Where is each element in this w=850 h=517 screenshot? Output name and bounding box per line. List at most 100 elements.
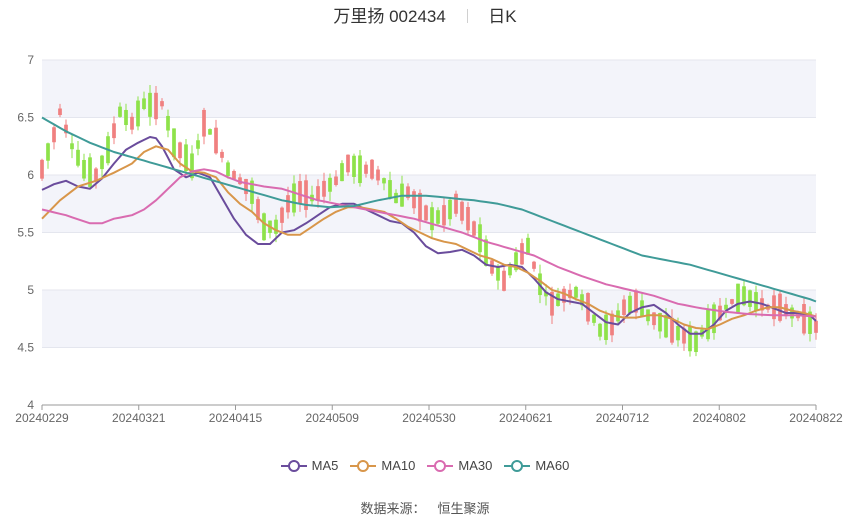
candle-body: [598, 323, 602, 337]
period-label: 日K: [488, 7, 517, 26]
candle-body: [736, 283, 740, 314]
candle-body: [52, 127, 56, 143]
candle-body: [520, 243, 524, 265]
y-tick-label: 4: [27, 398, 34, 412]
candle-body: [40, 159, 44, 179]
candle-body: [448, 199, 452, 220]
candle-body: [562, 288, 566, 303]
candle-body: [550, 291, 554, 316]
candle-body: [814, 320, 818, 333]
x-tick-label: 20240321: [112, 411, 166, 425]
legend-label: MA5: [311, 458, 339, 473]
candle-body: [634, 290, 638, 313]
x-tick-label: 20240712: [596, 411, 650, 425]
candle-body: [592, 314, 596, 323]
candle-body: [388, 180, 392, 199]
legend-item-ma60[interactable]: MA60: [504, 458, 569, 473]
candle-body: [214, 127, 218, 154]
y-tick-label: 5: [27, 283, 34, 297]
candle-body: [112, 123, 116, 139]
candle-body: [580, 294, 584, 306]
candle-body: [574, 286, 578, 298]
candle-body: [136, 100, 140, 127]
candle-body: [568, 289, 572, 299]
candle-body: [658, 312, 662, 332]
candle-body: [298, 181, 302, 204]
candle-body: [748, 290, 752, 307]
ma-line-ma60: [41, 116, 817, 303]
candle-body: [124, 109, 128, 126]
legend-label: MA30: [458, 458, 493, 473]
y-tick-label: 7: [27, 53, 34, 67]
candle-body: [352, 155, 356, 177]
chart-title: 万里扬 002434 日K: [0, 6, 850, 28]
title-separator: [466, 9, 468, 23]
candle-body: [706, 309, 710, 340]
candle-body: [652, 312, 656, 326]
x-tick-label: 20240415: [209, 411, 263, 425]
candle-body: [232, 170, 236, 180]
ma-line-ma30: [41, 168, 817, 318]
y-tick-label: 4.5: [17, 341, 34, 355]
candle-body: [478, 224, 482, 253]
candle-body: [718, 305, 722, 321]
legend-marker-icon: [350, 459, 377, 472]
legend-marker-icon: [504, 459, 531, 472]
candle-body: [142, 98, 146, 109]
legend-item-ma10[interactable]: MA10: [350, 458, 415, 473]
candle-body: [70, 143, 74, 150]
stock-name: 万里扬: [333, 7, 385, 26]
candle-body: [802, 303, 806, 334]
candle-body: [430, 207, 434, 231]
data-source: 数据来源： 恒生聚源: [0, 498, 850, 517]
y-tick-label: 6: [27, 168, 34, 182]
candle-body: [682, 328, 686, 344]
candle-body: [340, 163, 344, 182]
candle-body: [454, 193, 458, 214]
candle-body: [622, 299, 626, 316]
candle-body: [292, 183, 296, 213]
y-tick-label: 6.5: [17, 111, 34, 125]
candle-body: [328, 177, 332, 192]
x-tick-label: 20240802: [693, 411, 747, 425]
candle-body: [220, 151, 224, 158]
candle-body: [58, 108, 62, 116]
grid-band: [42, 60, 816, 118]
candle-body: [286, 195, 290, 213]
candle-body: [346, 154, 350, 173]
candle-body: [784, 304, 788, 317]
grid-band: [42, 290, 816, 348]
candle-body: [514, 252, 518, 271]
candle-body: [712, 304, 716, 334]
candle-body: [64, 124, 68, 134]
legend-item-ma5[interactable]: MA5: [280, 458, 339, 473]
candle-body: [610, 313, 614, 336]
candle-body: [178, 142, 182, 159]
candle-body: [466, 206, 470, 231]
candle-body: [208, 129, 212, 135]
candle-body: [160, 101, 164, 107]
candle-body: [442, 205, 446, 226]
candle-body: [364, 164, 368, 174]
candle-body: [532, 261, 536, 269]
candle-body: [316, 186, 320, 201]
candle-body: [424, 205, 428, 221]
candle-body: [172, 128, 176, 158]
candle-body: [742, 286, 746, 306]
candle-body: [376, 169, 380, 181]
candle-body: [688, 326, 692, 352]
legend-marker-icon: [280, 459, 307, 472]
candle-body: [664, 315, 668, 338]
candle-body: [202, 109, 206, 137]
x-tick-label: 20240822: [789, 411, 843, 425]
legend-item-ma30[interactable]: MA30: [427, 458, 492, 473]
x-tick-label: 20240530: [402, 411, 456, 425]
candle-body: [226, 162, 230, 177]
candle-body: [730, 299, 734, 304]
candle-body: [256, 199, 260, 220]
x-tick-label: 20240229: [15, 411, 69, 425]
candle-body: [544, 291, 548, 297]
candle-body: [484, 239, 488, 266]
candle-body: [670, 317, 674, 343]
candle-body: [358, 155, 362, 184]
